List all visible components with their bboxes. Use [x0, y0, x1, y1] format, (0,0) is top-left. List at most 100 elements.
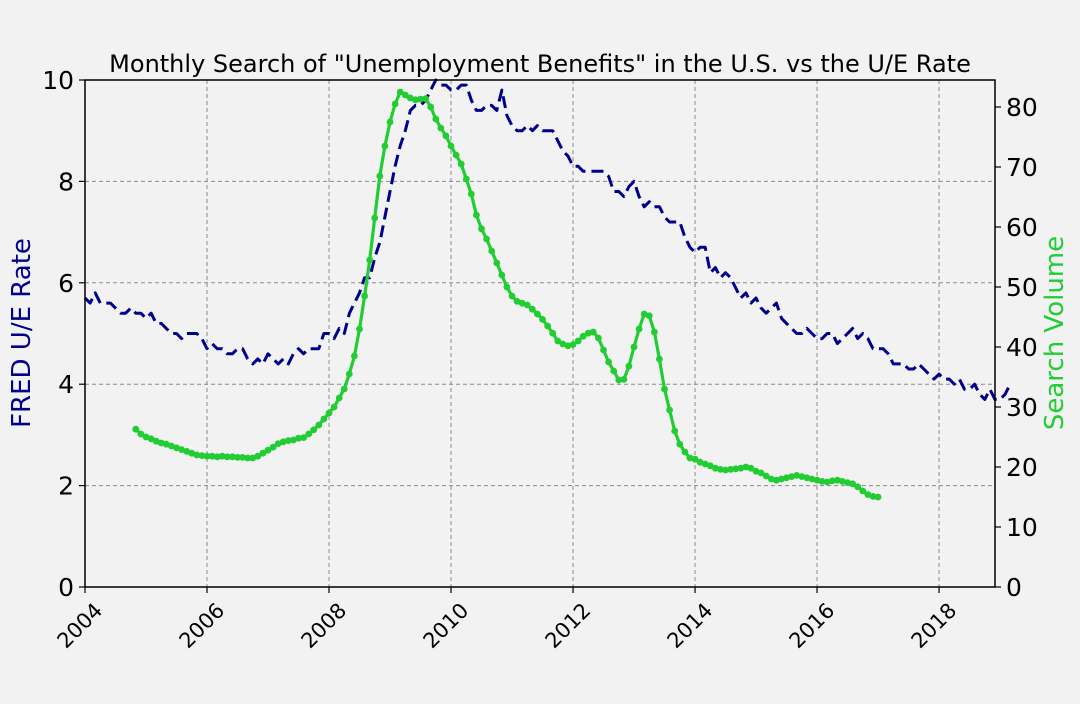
search-volume-point [869, 493, 877, 500]
search-volume-point [579, 332, 587, 340]
x-tick-label: 2010 [419, 598, 474, 653]
search-volume-point [539, 316, 546, 323]
y-right-tick-label: 20 [1006, 453, 1038, 482]
search-volume-point [142, 433, 150, 441]
search-volume-point [696, 458, 704, 466]
search-volume-point [442, 132, 450, 140]
plot-area [83, 78, 1012, 501]
search-volume-point [793, 472, 801, 479]
chart-title: Monthly Search of "Unemployment Benefits… [109, 50, 971, 78]
search-volume-point [640, 310, 648, 318]
search-volume-point [386, 118, 394, 126]
y-left-tick-label: 10 [42, 66, 74, 95]
search-volume-point [706, 462, 714, 470]
search-volume-point [132, 425, 140, 433]
unemployment-rate-line [83, 78, 1012, 401]
search-volume-point [498, 271, 506, 279]
search-volume-point [229, 453, 236, 461]
search-volume-point [737, 464, 745, 472]
search-volume-point [239, 454, 247, 461]
search-volume-point [188, 449, 196, 457]
search-volume-point [661, 385, 668, 393]
search-volume-point [457, 160, 465, 168]
search-volume-point [340, 385, 348, 393]
search-volume-point [325, 409, 333, 417]
search-volume-point [244, 454, 252, 462]
search-volume-point [279, 438, 287, 446]
search-volume-point [391, 100, 399, 108]
x-tick-label: 2004 [53, 598, 108, 653]
search-volume-point [645, 312, 653, 320]
x-tick-label: 2008 [297, 598, 352, 653]
x-tick-label: 2018 [907, 598, 962, 653]
search-volume-point [849, 480, 856, 488]
search-volume-point [549, 329, 557, 337]
search-volume-point [656, 355, 663, 363]
search-volume-point [762, 472, 770, 480]
search-volume-point [701, 460, 709, 468]
search-volume-point [635, 325, 643, 333]
search-volume-point [615, 376, 623, 384]
search-volume-point [605, 358, 612, 366]
search-volume-point [630, 343, 638, 351]
search-volume-point [671, 427, 679, 435]
search-volume-point [610, 367, 618, 375]
search-volume-point [137, 430, 145, 438]
search-volume-point [168, 442, 175, 450]
search-volume-point [681, 448, 689, 456]
search-volume-point [686, 454, 694, 462]
search-volume-point [447, 142, 455, 150]
axes: 2004 2006 2008 2010 2012 2014 2016 201802468100… [42, 66, 1038, 653]
search-volume-point [356, 325, 363, 333]
search-volume-point [651, 328, 658, 336]
search-volume-point [554, 337, 562, 345]
search-volume-point [767, 475, 775, 483]
search-volume-point [589, 328, 597, 336]
y-axis-right-label: Search Volume [1040, 236, 1070, 430]
search-volume-point [783, 474, 790, 482]
x-tick-label: 2016 [785, 598, 840, 653]
search-volume-point [193, 451, 201, 459]
search-volume-point [269, 443, 277, 451]
search-volume-point [544, 322, 551, 330]
search-volume-point [335, 394, 343, 402]
search-volume-point [676, 440, 684, 448]
y-right-tick-label: 30 [1006, 393, 1038, 422]
search-volume-point [854, 483, 862, 491]
search-volume-point [381, 142, 389, 150]
search-volume-point [778, 475, 785, 483]
search-volume-point [874, 493, 882, 501]
search-volume-point [249, 454, 257, 462]
y-right-tick-label: 10 [1006, 513, 1038, 542]
search-volume-point [691, 455, 699, 463]
search-volume-line [134, 90, 879, 499]
search-volume-point [747, 464, 755, 472]
y-right-tick-label: 50 [1006, 273, 1038, 302]
search-volume-point [559, 340, 567, 348]
search-volume-point [864, 491, 872, 498]
search-volume-point [513, 298, 521, 305]
search-volume-point [300, 434, 307, 441]
search-volume-point [198, 452, 206, 459]
search-volume-point [284, 437, 292, 444]
search-volume-point [488, 247, 496, 255]
search-volume-point [574, 337, 582, 345]
search-volume-point [620, 376, 628, 383]
search-volume-point [462, 175, 470, 183]
search-volume-point [569, 341, 577, 348]
y-left-tick-label: 4 [58, 370, 74, 399]
search-volume-point [401, 91, 409, 99]
search-volume-point [788, 473, 795, 480]
search-volume-point [157, 439, 165, 447]
search-volume-point [366, 256, 374, 264]
search-volume-point [396, 88, 404, 96]
search-volume-point [823, 478, 831, 486]
y-right-tick-label: 60 [1006, 213, 1038, 242]
x-tick-label: 2006 [175, 598, 230, 653]
search-volume-point [518, 299, 526, 307]
search-volume-point [798, 473, 806, 480]
search-volume-point [503, 283, 511, 291]
search-volume-point [432, 115, 440, 123]
search-volume-point [727, 466, 734, 473]
